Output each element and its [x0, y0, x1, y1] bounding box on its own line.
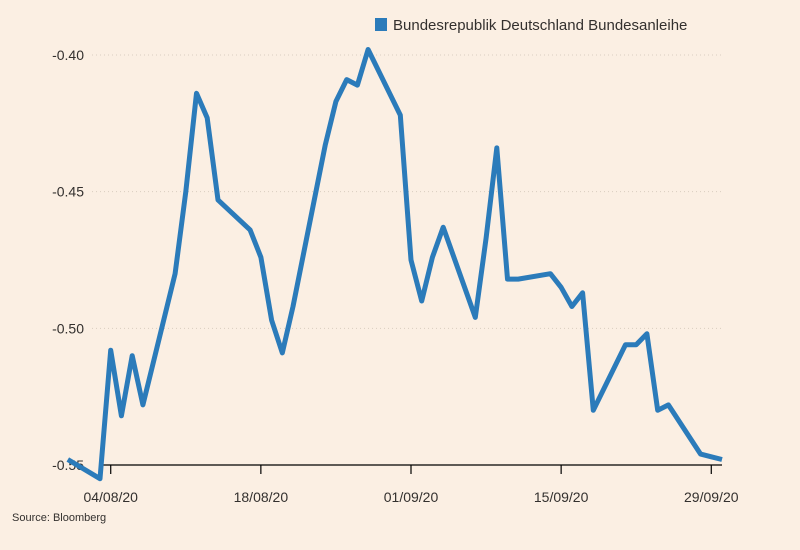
x-tick-label: 29/09/20	[684, 489, 739, 505]
y-axis-ticks: -0.40 -0.45 -0.50 -0.55	[52, 47, 84, 473]
x-tick-label: 18/08/20	[234, 489, 289, 505]
y-tick-label: -0.40	[52, 47, 84, 63]
legend-label: Bundesrepublik Deutschland Bundesanleihe	[393, 17, 687, 34]
x-tick-label: 01/09/20	[384, 489, 439, 505]
y-tick-label: -0.55	[52, 457, 84, 473]
y-tick-label: -0.45	[52, 184, 84, 200]
grid	[92, 54, 722, 329]
source-note: Source: Bloomberg	[12, 512, 106, 524]
x-axis-ticks: 04/08/20 18/08/20 01/09/20 15/09/20 29/09/20	[83, 465, 739, 505]
series-line	[66, 47, 723, 482]
y-tick-label: -0.50	[52, 320, 84, 336]
x-tick-label: 04/08/20	[83, 489, 138, 505]
legend-swatch	[375, 18, 387, 31]
x-tick-label: 15/09/20	[534, 489, 589, 505]
legend: Bundesrepublik Deutschland Bundesanleihe	[375, 17, 687, 34]
